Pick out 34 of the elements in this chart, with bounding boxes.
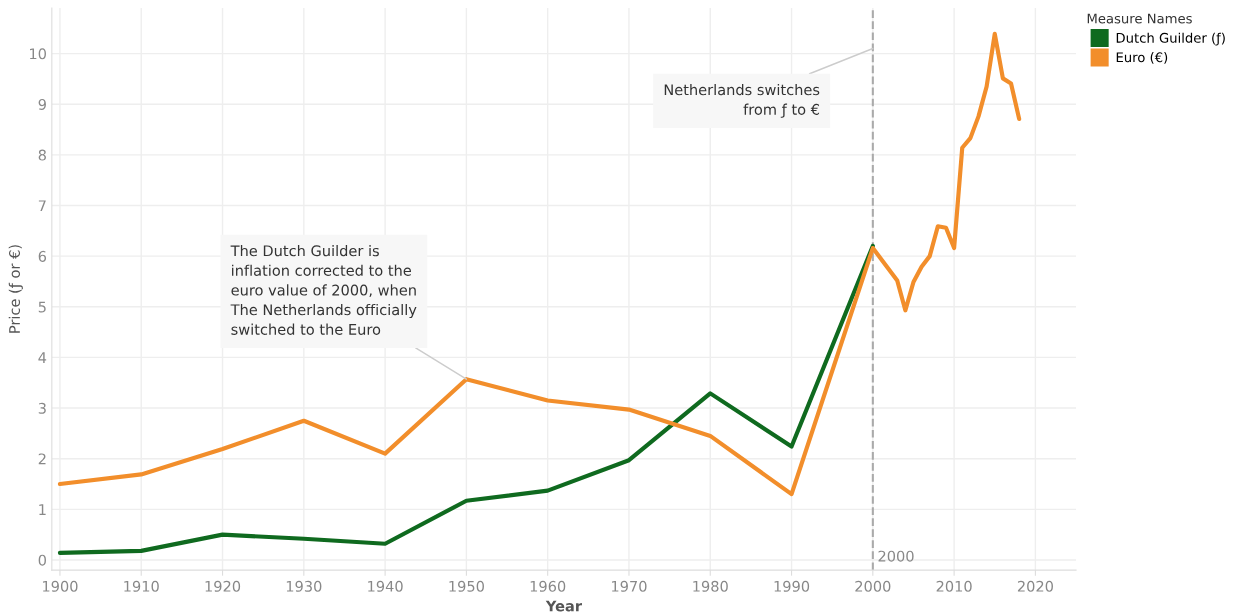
y-tick-label: 4 [38, 352, 47, 363]
annotation: The Dutch Guilder is inflation corrected to the euro value of 2000, when The Netherlands officially switched to the Euro [230, 244, 417, 335]
x-tick-label: 2020 [1017, 580, 1053, 592]
y-axis-title: Price (ƒ or €) [8, 245, 23, 333]
annotation: Netherlands switches from ƒ to € [664, 83, 820, 118]
y-tick-label: 0 [38, 554, 46, 566]
y-tick-label: 6 [38, 250, 47, 262]
legend-label: Dutch Guilder (ƒ) [1116, 32, 1225, 46]
x-tick-label: 1940 [368, 580, 403, 592]
legend-label: Euro (€) [1116, 52, 1168, 64]
x-tick-label: 1970 [612, 580, 647, 592]
y-tick-label: 2 [38, 453, 46, 465]
y-tick-label: 3 [38, 402, 46, 414]
x-tick-label: 1930 [286, 580, 322, 592]
y-tick-label: 5 [38, 301, 46, 313]
y-tick-label: 9 [38, 98, 46, 110]
y-tick-label: 10 [30, 48, 46, 60]
x-tick-label: 1900 [43, 580, 78, 592]
y-tick-label: 1 [39, 504, 46, 515]
x-tick-label: 1960 [530, 580, 566, 592]
line-series [57, 31, 1022, 497]
x-axis-title: Year [545, 600, 582, 612]
x-tick-label: 1990 [774, 580, 810, 592]
x-tick-label: 1920 [205, 580, 241, 592]
x-tick-label: 1950 [449, 580, 484, 592]
x-tick-label: 1980 [693, 580, 728, 592]
line-series [57, 243, 875, 555]
x-tick-label: 2000 [855, 580, 891, 592]
y-tick-label: 7 [38, 200, 46, 212]
x-tick-label: 1910 [124, 580, 159, 592]
x-tick-label: 2010 [936, 580, 972, 592]
legend-title: Measure Names [1087, 13, 1192, 24]
y-tick-label: 8 [38, 149, 46, 161]
ref-line-label: 2000 [878, 550, 914, 562]
